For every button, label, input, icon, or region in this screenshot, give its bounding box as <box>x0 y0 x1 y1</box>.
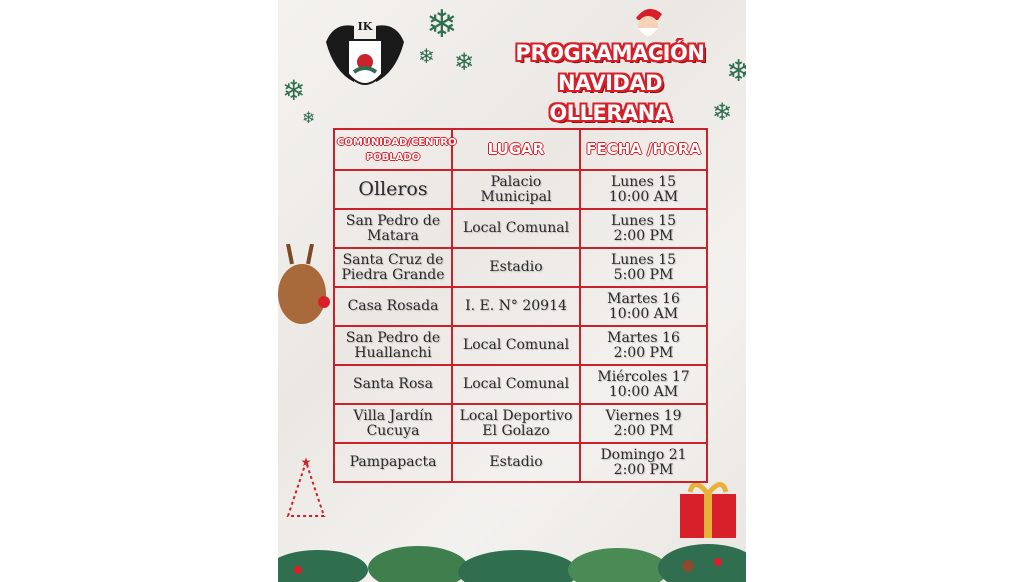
snowflake-icon: ❄ <box>454 48 475 76</box>
table-row: Casa Rosada I. E. N° 20914 Martes 16 10:00 … <box>333 286 708 327</box>
snowflake-icon: ❄ <box>418 44 435 68</box>
community-cell: Santa Rosa <box>333 364 453 405</box>
date-time-cell: Martes 16 10:00 AM <box>579 286 708 327</box>
reindeer-icon <box>278 244 330 324</box>
gift-icon <box>680 482 736 538</box>
table-row: Santa Cruz de Piedra Grande Estadio Lunes … <box>333 247 708 288</box>
snowflake-icon: ❄ <box>302 108 316 127</box>
place-cell: Palacio Municipal <box>451 169 581 210</box>
title-line-2: NAVIDAD OLLERANA <box>549 71 671 125</box>
date-text: Lunes 15 <box>610 173 677 190</box>
date-text: Domingo 21 <box>600 446 687 463</box>
schedule-table: COMUNIDAD/CENTRO POBLADO LUGAR FECHA /HO… <box>333 128 708 483</box>
table-row: Pampapacta Estadio Domingo 21 2:00 PM <box>333 442 708 483</box>
time-text: 2:00 PM <box>613 422 674 439</box>
snowflake-icon: ❄ <box>712 98 733 126</box>
table-header-row: COMUNIDAD/CENTRO POBLADO LUGAR FECHA /HO… <box>333 128 708 171</box>
title-line-1: PROGRAMACIÓN <box>515 41 705 65</box>
header-place: LUGAR <box>451 128 581 171</box>
date-time-cell: Lunes 15 2:00 PM <box>579 208 708 249</box>
table-row: San Pedro de Huallanchi Local Comunal Mart… <box>333 325 708 366</box>
place-cell: Estadio <box>451 247 581 288</box>
santa-icon <box>636 8 662 36</box>
time-text: 2:00 PM <box>613 461 674 478</box>
municipal-logo: IK <box>326 20 404 85</box>
community-cell: Villa Jardín Cucuya <box>333 403 453 444</box>
snowflake-icon: ❄ <box>282 74 306 107</box>
date-text: Lunes 15 <box>610 212 677 229</box>
place-cell: Local Comunal <box>451 364 581 405</box>
date-text: Miércoles 17 <box>597 368 690 385</box>
date-text: Lunes 15 <box>610 251 677 268</box>
poster-title: PROGRAMACIÓN NAVIDAD OLLERANA <box>510 38 710 128</box>
date-text: Viernes 19 <box>605 407 682 424</box>
svg-text:★: ★ <box>301 456 312 469</box>
pine-garland-decoration <box>278 544 746 582</box>
community-cell: Casa Rosada <box>333 286 453 327</box>
community-cell: San Pedro de Huallanchi <box>333 325 453 366</box>
time-text: 5:00 PM <box>613 266 674 283</box>
time-text: 10:00 AM <box>608 305 679 322</box>
time-text: 10:00 AM <box>608 188 679 205</box>
community-cell: San Pedro de Matara <box>333 208 453 249</box>
community-cell: Olleros <box>333 169 453 210</box>
date-time-cell: Miércoles 17 10:00 AM <box>579 364 708 405</box>
time-text: 10:00 AM <box>608 383 679 400</box>
date-text: Martes 16 <box>607 329 680 346</box>
date-time-cell: Viernes 19 2:00 PM <box>579 403 708 444</box>
table-row: Olleros Palacio Municipal Lunes 15 10:00 AM <box>333 169 708 210</box>
header-date-time: FECHA /HORA <box>579 128 708 171</box>
time-text: 2:00 PM <box>613 227 674 244</box>
date-text: Martes 16 <box>607 290 680 307</box>
place-cell: Local Comunal <box>451 325 581 366</box>
svg-text:IK: IK <box>358 20 373 33</box>
snowflake-icon: ❄ <box>726 54 746 89</box>
table-row: San Pedro de Matara Local Comunal Lunes 15… <box>333 208 708 249</box>
date-time-cell: Lunes 15 10:00 AM <box>579 169 708 210</box>
poster: IK ❄ ❄ ❄ ❄ ❄ ❄ ❄ PROGRAMACIÓN NAVIDAD OL… <box>278 0 746 582</box>
community-cell: Santa Cruz de Piedra Grande <box>333 247 453 288</box>
date-time-cell: Martes 16 2:00 PM <box>579 325 708 366</box>
time-text: 2:00 PM <box>613 344 674 361</box>
place-cell: I. E. N° 20914 <box>451 286 581 327</box>
date-time-cell: Domingo 21 2:00 PM <box>579 442 708 483</box>
date-time-cell: Lunes 15 5:00 PM <box>579 247 708 288</box>
place-cell: Local Deportivo El Golazo <box>451 403 581 444</box>
table-row: Santa Rosa Local Comunal Miércoles 17 10:00… <box>333 364 708 405</box>
christmas-tree-icon: ★ <box>286 456 326 517</box>
place-cell: Local Comunal <box>451 208 581 249</box>
snowflake-icon: ❄ <box>426 2 458 46</box>
community-cell: Pampapacta <box>333 442 453 483</box>
place-cell: Estadio <box>451 442 581 483</box>
header-community: COMUNIDAD/CENTRO POBLADO <box>333 128 457 171</box>
table-row: Villa Jardín Cucuya Local Deportivo El Go… <box>333 403 708 444</box>
